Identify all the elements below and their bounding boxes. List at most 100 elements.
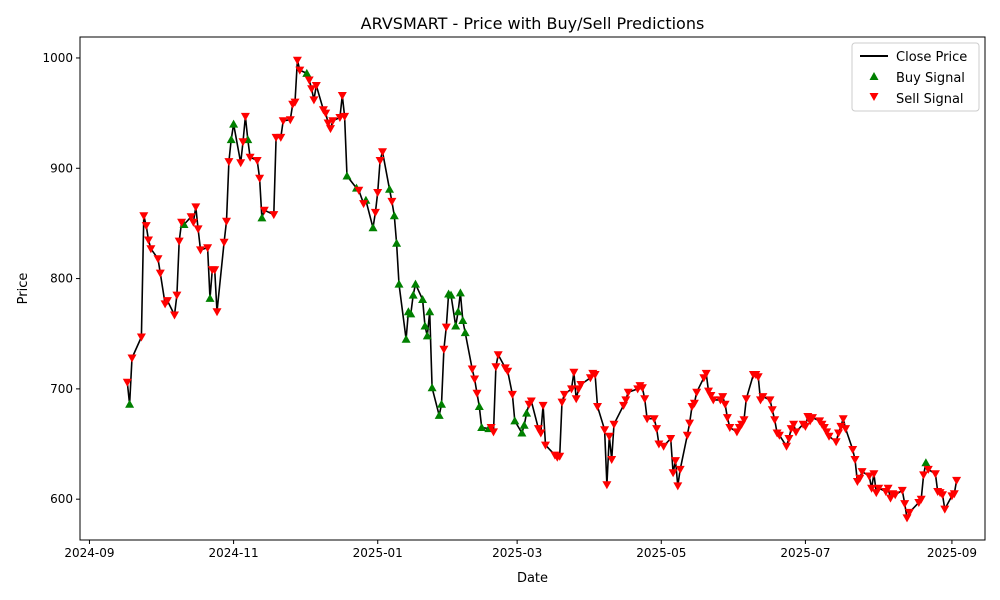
- sell-signal-marker: [685, 419, 695, 428]
- sell-signal-marker: [141, 222, 151, 231]
- sell-signal-marker: [127, 354, 137, 363]
- buy-signal-marker: [455, 288, 465, 297]
- sell-signal-marker: [874, 484, 884, 493]
- sell-signal-marker: [784, 435, 794, 443]
- sell-signal-marker: [916, 495, 926, 504]
- buy-signal-marker: [519, 420, 529, 429]
- sell-signal-marker: [340, 112, 350, 121]
- buy-signal-marker: [422, 331, 432, 340]
- sell-signal-marker: [692, 388, 702, 397]
- buy-signal-marker: [453, 307, 463, 316]
- buy-signal-marker: [342, 171, 352, 180]
- sell-signal-marker: [758, 393, 768, 402]
- sell-signal-marker: [919, 471, 929, 480]
- buy-signal-marker: [411, 279, 420, 288]
- buy-signal-marker: [477, 423, 487, 431]
- legend-close-price-label: Close Price: [896, 50, 967, 65]
- sell-signal-marker: [819, 424, 829, 432]
- sell-signal-marker: [245, 153, 255, 162]
- sell-signal-marker: [824, 432, 834, 441]
- sell-signal-marker: [834, 429, 843, 438]
- sell-signal-marker: [467, 365, 477, 374]
- sell-signal-marker: [838, 415, 848, 424]
- sell-signal-marker: [923, 465, 933, 474]
- sell-signal-marker: [375, 157, 385, 165]
- sell-signal-marker: [311, 82, 321, 90]
- sell-signal-marker: [822, 428, 832, 437]
- buy-signal-marker: [205, 293, 215, 302]
- sell-signal-marker: [682, 431, 692, 440]
- sell-signal-marker: [602, 481, 612, 490]
- y-axis-label: Price: [16, 273, 31, 305]
- buy-signal-marker: [418, 295, 428, 303]
- sell-signal-marker: [789, 420, 799, 429]
- sell-signal-marker: [354, 186, 364, 195]
- sell-signal-marker: [292, 56, 302, 65]
- sell-signal-marker: [222, 217, 231, 226]
- legend-sell-signal-swatch: [869, 93, 879, 101]
- sell-signal-marker: [930, 470, 940, 479]
- sell-signal-marker: [857, 468, 867, 477]
- sell-signal-marker: [841, 425, 851, 434]
- sell-signal-marker: [493, 351, 503, 360]
- buy-signal-marker: [394, 279, 404, 288]
- sell-signal-marker: [323, 119, 333, 128]
- sell-signal-marker: [378, 148, 387, 157]
- sell-signal-marker: [808, 414, 817, 423]
- sell-signal-marker: [276, 133, 286, 142]
- sell-signal-marker: [307, 85, 317, 94]
- sell-signal-marker: [295, 66, 305, 75]
- y-tick-label: 700: [50, 382, 73, 396]
- sell-signal-marker: [782, 442, 791, 451]
- sell-signal-marker: [952, 476, 962, 485]
- sell-signal-marker: [850, 456, 860, 464]
- sell-signal-marker: [753, 373, 763, 382]
- sell-signal-marker: [640, 395, 650, 404]
- buy-signal-marker: [420, 321, 430, 330]
- sell-signal-marker: [718, 393, 728, 402]
- sell-signal-marker: [337, 92, 347, 100]
- legend-sell-signal-label: Sell Signal: [896, 92, 964, 107]
- sell-signal-marker: [701, 369, 711, 378]
- legend-buy-signal-label: Buy Signal: [896, 71, 965, 86]
- sell-signal-marker: [486, 424, 496, 432]
- buy-signal-marker: [451, 321, 461, 330]
- sell-signal-marker: [831, 438, 841, 447]
- sell-signal-marker: [689, 399, 699, 408]
- sell-signal-marker: [555, 452, 565, 461]
- sell-signal-marker: [855, 474, 865, 483]
- x-tick-label: 2025-07: [780, 546, 830, 560]
- sell-signal-marker: [649, 415, 659, 424]
- sell-signal-marker: [904, 508, 914, 517]
- sell-signal-marker: [600, 426, 610, 435]
- sell-signal-marker: [238, 138, 248, 147]
- sell-signal-marker: [285, 116, 295, 125]
- sell-signal-marker: [174, 237, 184, 246]
- sell-signal-marker: [122, 378, 132, 387]
- buy-signal-marker: [446, 290, 456, 299]
- chart-title: ARVSMART - Price with Buy/Sell Predictio…: [361, 14, 705, 33]
- sell-signal-marker: [155, 269, 165, 278]
- buy-signal-marker: [425, 307, 435, 316]
- sell-signal-marker: [609, 420, 619, 429]
- sell-signal-marker: [883, 484, 893, 493]
- sell-signal-marker: [706, 392, 716, 400]
- buy-signal-marker: [226, 135, 236, 144]
- sell-signal-marker: [668, 469, 678, 478]
- sell-signal-marker: [836, 422, 846, 431]
- sell-signal-marker: [541, 441, 550, 450]
- sell-signal-marker: [675, 465, 685, 474]
- x-tick-label: 2025-05: [636, 546, 686, 560]
- sell-signal-marker: [370, 208, 380, 217]
- y-tick-label: 600: [50, 492, 73, 506]
- sell-signal-marker: [439, 345, 449, 354]
- sell-signal-marker: [278, 117, 288, 126]
- sell-signal-marker: [503, 367, 513, 376]
- sell-signal-marker: [203, 244, 213, 253]
- sell-signal-marker: [557, 398, 567, 407]
- sell-signal-marker: [212, 308, 222, 317]
- sell-signal-marker: [652, 425, 662, 434]
- sell-signal-marker: [172, 291, 182, 300]
- sell-signal-marker: [240, 112, 250, 121]
